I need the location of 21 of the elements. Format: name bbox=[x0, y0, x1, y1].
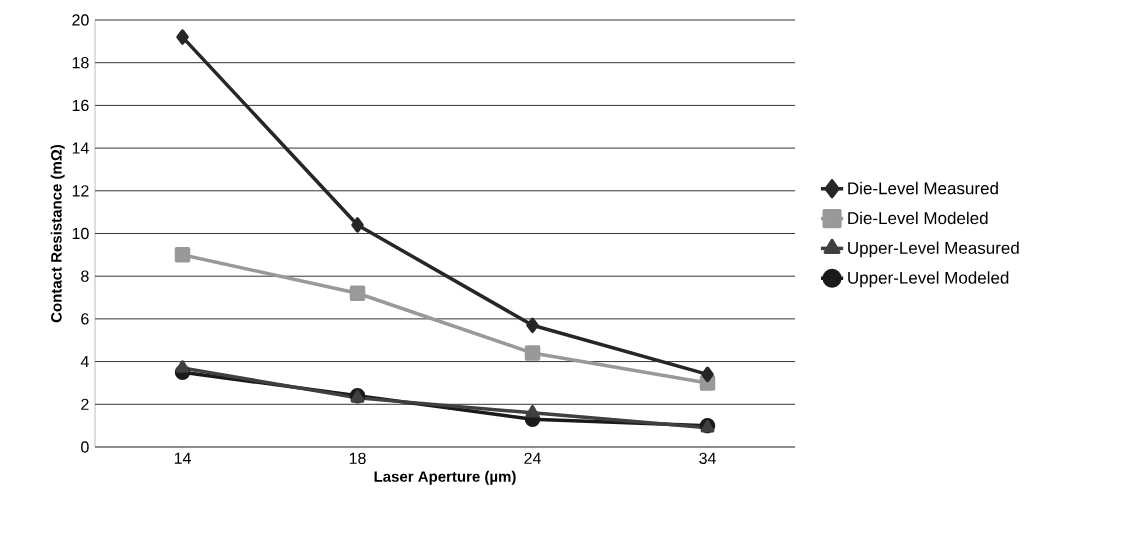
y-axis-title: Contact Resistance (mΩ) bbox=[50, 144, 65, 323]
x-tick-label: 18 bbox=[349, 452, 366, 464]
y-tick-label: 18 bbox=[72, 57, 89, 69]
y-tick-label: 14 bbox=[72, 142, 89, 154]
y-tick-label: 16 bbox=[72, 99, 89, 112]
y-tick-label: 8 bbox=[81, 270, 89, 282]
y-tick-label: 10 bbox=[72, 227, 89, 240]
legend-label: Die-Level Modeled bbox=[848, 211, 988, 225]
y-tick-label: 12 bbox=[72, 185, 89, 197]
y-tick-label: 4 bbox=[80, 356, 89, 368]
y-tick-label: 20 bbox=[72, 14, 89, 26]
x-axis-title: Laser Aperture (µm) bbox=[374, 470, 516, 485]
x-tick-label: 14 bbox=[174, 452, 191, 464]
y-tick-label: 6 bbox=[81, 313, 89, 325]
x-tick-label: 34 bbox=[699, 452, 716, 464]
legend-label: Upper-Level Measured bbox=[848, 241, 1019, 258]
x-tick-label: 24 bbox=[524, 452, 541, 464]
y-tick-label: 2 bbox=[81, 398, 89, 410]
legend-label: Die-Level Measured bbox=[848, 181, 998, 195]
legend-label: Upper-Level Modeled bbox=[848, 271, 1009, 288]
y-tick-label: 0 bbox=[81, 441, 89, 453]
